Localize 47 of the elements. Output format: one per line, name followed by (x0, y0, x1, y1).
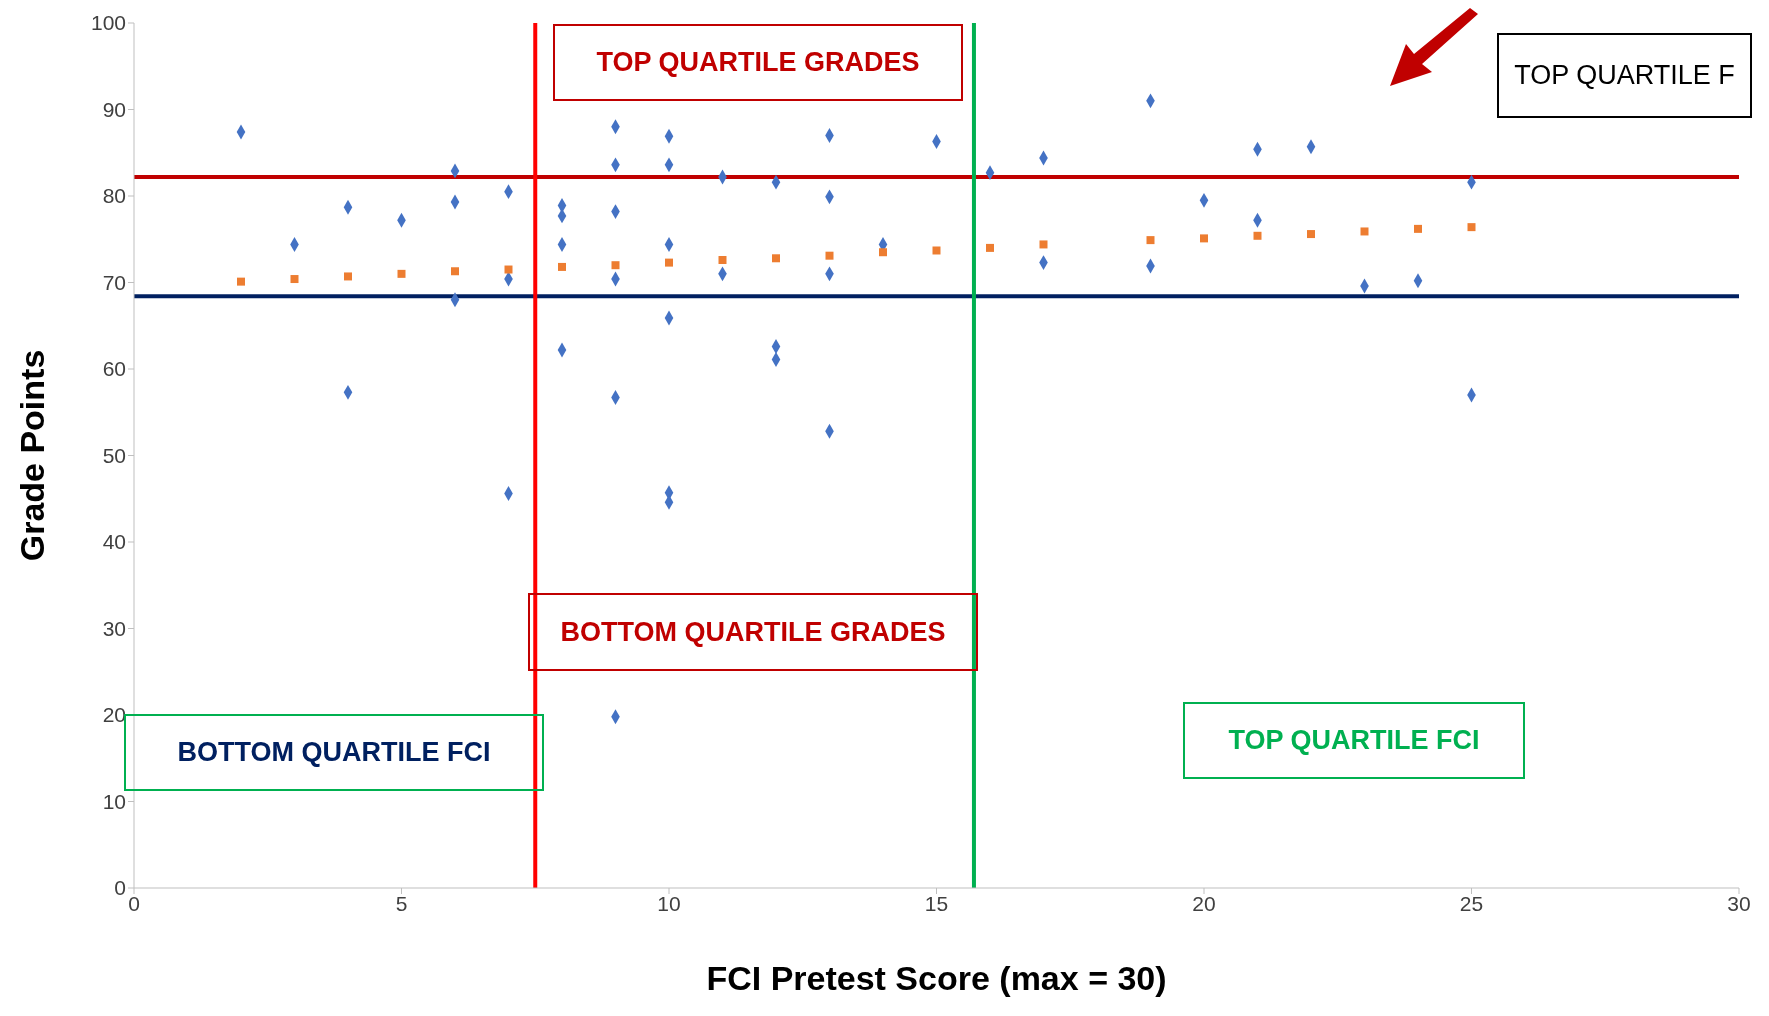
point (504, 265, 513, 274)
point (397, 269, 406, 278)
point (344, 272, 352, 281)
annotation: TOP QUARTILE F (1497, 33, 1752, 118)
point (1467, 223, 1476, 232)
point (1360, 227, 1369, 236)
x-tick-label: 25 (1459, 891, 1484, 915)
point (290, 275, 299, 284)
y-tick-label: 70 (102, 270, 126, 294)
point (558, 262, 566, 271)
y-tick-label: 60 (102, 357, 126, 381)
y-tick-label: 90 (102, 97, 126, 121)
annotation: TOP QUARTILE FCI (1183, 702, 1525, 779)
annotation: TOP QUARTILE GRADES (553, 24, 963, 101)
point (718, 256, 727, 265)
point (611, 261, 620, 270)
point (986, 243, 994, 252)
x-axis-title: FCI Pretest Score (max = 30) (706, 959, 1167, 997)
point (1414, 224, 1422, 233)
x-tick-label: 30 (1727, 891, 1751, 915)
x-tick-label: 5 (395, 891, 408, 915)
point (665, 258, 673, 267)
point (1039, 240, 1048, 249)
x-tick-label: 15 (924, 891, 949, 915)
point (772, 254, 780, 263)
annotation: BOTTOM QUARTILE GRADES (528, 593, 978, 671)
point (1307, 230, 1315, 239)
point (825, 251, 834, 260)
y-tick-label: 100 (90, 11, 126, 35)
x-tick-label: 10 (657, 891, 681, 915)
point (932, 246, 941, 255)
y-tick-label: 50 (102, 443, 126, 467)
x-tick-label: 20 (1192, 891, 1216, 915)
point (1200, 234, 1208, 243)
y-axis-title: Grade Points (13, 349, 52, 562)
y-tick-label: 20 (102, 703, 126, 727)
point (1146, 236, 1155, 245)
point (451, 267, 459, 276)
y-tick-label: 0 (114, 876, 126, 900)
y-tick-label: 80 (102, 184, 126, 208)
annotation: BOTTOM QUARTILE FCI (177, 737, 491, 767)
y-tick-label: 30 (102, 616, 126, 640)
y-tick-label: 40 (102, 530, 126, 554)
point (879, 248, 887, 257)
point (1253, 231, 1262, 240)
point (237, 277, 245, 286)
y-tick-label: 10 (102, 789, 126, 813)
